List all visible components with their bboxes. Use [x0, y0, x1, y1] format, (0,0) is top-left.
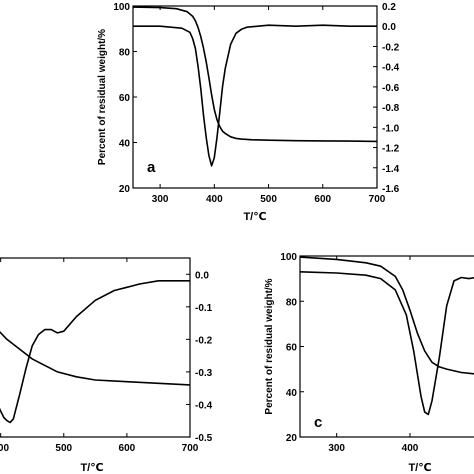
x-tick-label: 300 [328, 443, 345, 454]
y-tick-label: 80 [286, 297, 298, 308]
y-axis-title: Percent of residual weight/% [97, 29, 108, 165]
y-right-tick-label: -0.1 [195, 303, 213, 314]
y-right-tick-label: -1.4 [382, 164, 400, 175]
y-tick-label: 80 [119, 48, 131, 59]
panel-a: 300 400 500 600 700 20 40 60 80 100 0.2 0.0 -0.2 -0.4… [97, 2, 400, 223]
x-tick-label: 500 [55, 443, 72, 454]
y-tick-label: 40 [119, 139, 131, 150]
x-tick-label: 700 [369, 194, 386, 205]
x-tick-label: 300 [152, 194, 169, 205]
y-right-tick-label: -1.2 [382, 144, 400, 155]
y-tick-label: 100 [113, 2, 130, 13]
y-tick-label: 100 [280, 252, 297, 263]
y-right-tick-label: -0.8 [382, 103, 400, 114]
y-tick-label: 60 [286, 343, 298, 354]
y-right-tick-label: -1.6 [382, 184, 400, 195]
plot-frame [132, 5, 378, 189]
x-tick-label: 400 [402, 443, 419, 454]
y-tick-label: 20 [119, 184, 131, 195]
y-right-tick-label: -0.2 [382, 42, 400, 53]
x-tick-label: 600 [314, 194, 331, 205]
series-line-1 [0, 330, 190, 386]
x-axis-title: T/℃ [408, 462, 431, 474]
x-axis-title: T/℃ [80, 462, 103, 474]
y-right-tick-label: -1.0 [382, 123, 400, 134]
y-right-tick-label: -0.3 [195, 368, 213, 379]
series-line-1 [133, 6, 377, 143]
panel-label: a [147, 159, 156, 176]
panel-label: c [314, 414, 322, 431]
x-tick-label: 600 [119, 443, 136, 454]
y-right-tick-label: -0.6 [382, 83, 400, 94]
series-line-2 [0, 279, 190, 424]
y-right-tick-label: -0.4 [195, 400, 213, 411]
x-tick-label: 500 [260, 194, 277, 205]
x-tick-label: 400 [0, 443, 9, 454]
y-right-tick-label: 0.2 [382, 2, 396, 13]
series-line-2 [133, 24, 377, 167]
y-tick-label: 20 [286, 433, 298, 444]
panel-b: 400 500 600 700 0.0 -0.1 -0.2 -0.3 -0.4 -0.5 T/℃ [0, 257, 213, 474]
y-right-tick-label: 0.0 [382, 22, 396, 33]
y-right-tick-label: 0.0 [195, 270, 209, 281]
x-tick-label: 700 [182, 443, 199, 454]
y-right-tick-label: -0.4 [382, 63, 400, 74]
series-line-2 [300, 271, 474, 416]
y-right-tick-label: -0.5 [195, 433, 213, 444]
series-line-1 [300, 256, 474, 375]
plot-frame [0, 257, 191, 438]
y-right-tick-label: -0.2 [195, 335, 213, 346]
y-tick-label: 60 [119, 93, 131, 104]
y-tick-label: 40 [286, 388, 298, 399]
x-tick-label: 400 [206, 194, 223, 205]
y-axis-title: Percent of residual weight/% [264, 278, 275, 414]
x-axis-title: T/℃ [243, 211, 266, 223]
